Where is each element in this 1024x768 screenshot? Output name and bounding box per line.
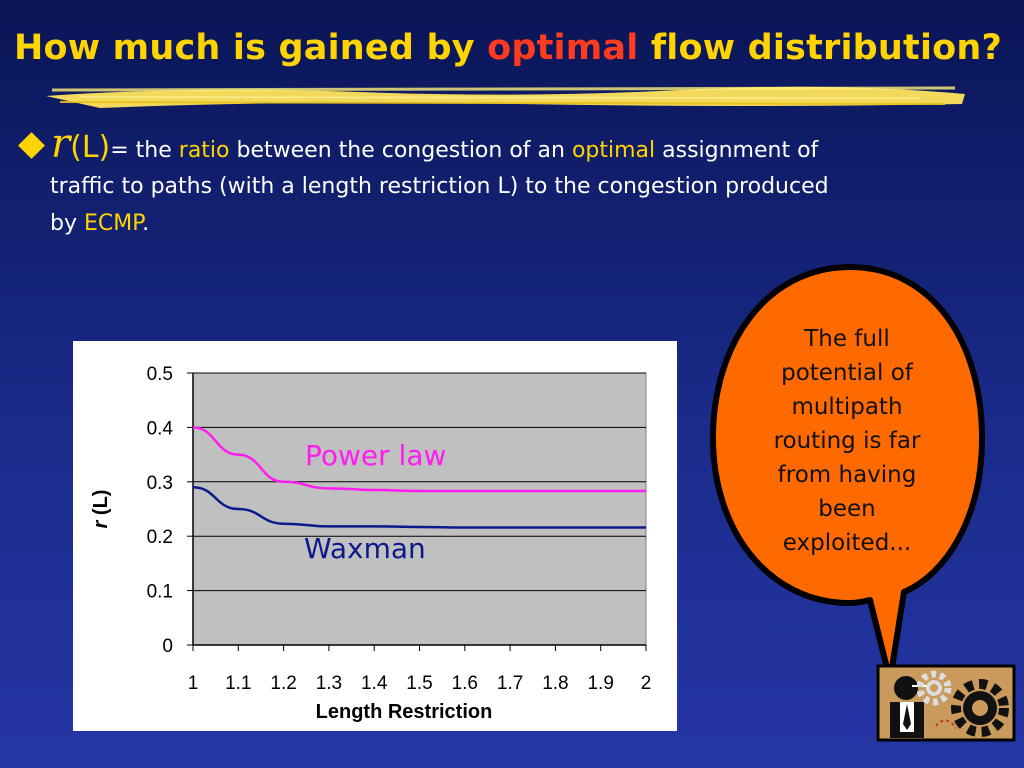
title-highlight: optimal	[487, 28, 639, 68]
x-tick-label: 1.3	[316, 673, 342, 694]
series-lines	[192, 426, 646, 529]
bullet-continuation: traffic to paths (with a length restrict…	[50, 168, 1020, 242]
person-icon	[890, 676, 938, 738]
x-tick-label: 1.6	[452, 673, 478, 694]
y-axis-title: r (L)	[90, 490, 112, 529]
x-tick-label: 1.4	[361, 673, 388, 694]
x-tick-label: 1.2	[270, 673, 296, 694]
x-tick-label: 1.9	[587, 673, 613, 694]
y-tick-label: 0	[162, 636, 173, 657]
series-label-waxman: Waxman	[304, 532, 426, 565]
x-tick-label: 1.8	[542, 673, 568, 694]
bullet-line-2: traffic to paths (with a length restrict…	[50, 174, 829, 199]
callout-text: The full potential of multipath routing …	[773, 326, 921, 556]
title-part-1: How much is gained by	[14, 28, 488, 68]
small-gear-icon	[916, 670, 952, 706]
bullet-line-3-pre: by	[50, 211, 84, 236]
title-part-2: flow distribution?	[638, 28, 1003, 68]
title-brush-underline	[46, 86, 965, 108]
bullet-text-2: between the congestion of an	[229, 138, 572, 163]
y-tick-labels: 0 0.1 0.2 0.3 0.4 0.5	[147, 364, 174, 657]
x-axis-title: Length Restriction	[316, 701, 493, 723]
chart-panel: 0 0.1 0.2 0.3 0.4 0.5 1 1.1 1.2 1.3 1.4 1.5 1.6 1.7 1…	[73, 341, 677, 731]
line-chart: 00.10.20.30.40.5 1 1.1 1.2 1.3 1.4 1.5 1.6 1.7 1…	[90, 364, 652, 723]
clipart-image	[876, 664, 1016, 742]
y-tick-label: 0.2	[147, 527, 173, 548]
slide-title: How much is gained by optimal flow distr…	[14, 28, 1024, 68]
bullet-ratio: ratio	[178, 138, 230, 163]
x-tick-label: 1.7	[497, 673, 523, 694]
plot-area	[192, 372, 647, 646]
x-tick-label: 1.5	[406, 673, 432, 694]
r-argument: (L)	[70, 130, 111, 165]
y-tick-label: 0.3	[147, 473, 173, 494]
speech-bubble	[710, 264, 985, 683]
y-axis-title-r: r	[90, 519, 112, 528]
x-tick-label: 1	[188, 673, 199, 694]
gear-icon	[951, 679, 1009, 737]
gridlines	[187, 372, 647, 651]
x-tick-label: 1.1	[225, 673, 251, 694]
r-symbol: r	[51, 121, 71, 167]
diamond-bullet-icon	[18, 132, 45, 159]
bullet-ecmp: ECMP	[83, 211, 143, 236]
y-tick-label: 0.4	[147, 418, 174, 439]
bullet-paragraph: r(L)= the ratio between the congestion o…	[18, 124, 1008, 170]
series-line-power-law	[192, 426, 646, 493]
bullet-line-3-post: .	[142, 211, 150, 236]
series-label-power-law: Power law	[305, 439, 446, 472]
y-tick-label: 0.1	[147, 582, 173, 603]
bullet-optimal: optimal	[571, 138, 656, 163]
bullet-text-3: assignment of	[655, 138, 819, 163]
y-axis-title-rest: (L)	[90, 490, 112, 521]
x-tick-labels: 1 1.1 1.2 1.3 1.4 1.5 1.6 1.7 1.8 1.9 2	[188, 673, 652, 694]
bullet-line-3: by ECMP.	[50, 205, 1020, 242]
bullet-text-1: = the	[110, 138, 179, 163]
y-tick-label: 0.5	[147, 364, 173, 385]
x-tick-label: 2	[641, 673, 652, 694]
series-line-waxman	[192, 485, 646, 529]
